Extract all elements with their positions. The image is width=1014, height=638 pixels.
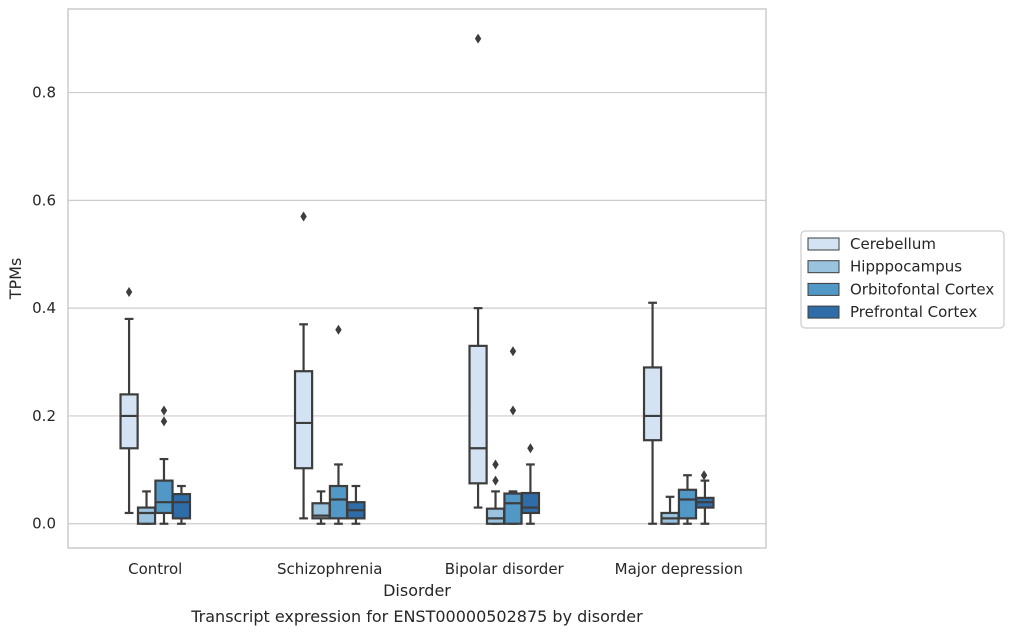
box-body xyxy=(328,484,349,520)
outlier-point xyxy=(492,459,499,470)
x-tick-label: Schizophrenia xyxy=(277,560,382,578)
box-group xyxy=(677,474,698,525)
box-group xyxy=(485,459,506,525)
box-group xyxy=(346,484,366,525)
y-axis-ticks: 0.0 0.2 0.4 0.6 0.8 xyxy=(32,84,56,533)
box-body xyxy=(520,491,541,515)
legend-item: Hipppocampus xyxy=(807,258,962,276)
y-tick-label: 0.2 xyxy=(32,407,56,425)
outlier-point xyxy=(700,470,708,481)
box-group xyxy=(695,479,715,525)
x-tick-label: Control xyxy=(128,560,182,578)
x-tick-label: Major depression xyxy=(615,560,743,578)
x-axis-ticks: Control Schizophrenia Bipolar disorder Majo… xyxy=(128,560,743,578)
box-body xyxy=(293,370,314,470)
x-tick-label: Bipolar disorder xyxy=(445,560,565,578)
legend-swatch xyxy=(807,305,840,319)
outlier-point xyxy=(527,443,534,454)
legend-item: Orbitofontal Cortex xyxy=(807,280,994,298)
box-body xyxy=(136,506,157,525)
chart-caption: Transcript expression for ENST0000050287… xyxy=(190,607,643,626)
box-body xyxy=(119,393,139,450)
y-axis-title: TPMs xyxy=(6,258,25,301)
outlier-point xyxy=(160,405,168,416)
box-group xyxy=(503,346,523,525)
outlier-point xyxy=(509,346,517,357)
legend-swatch xyxy=(807,282,840,296)
box-body xyxy=(468,344,488,485)
box-group xyxy=(520,443,541,525)
legend-frame xyxy=(800,230,1005,329)
box-group xyxy=(171,484,192,525)
legend-swatch xyxy=(807,260,840,274)
y-tick-label: 0.8 xyxy=(32,84,56,102)
plot-frame xyxy=(67,8,767,549)
legend-label: Hipppocampus xyxy=(850,258,962,276)
box-group xyxy=(468,33,488,509)
box-group xyxy=(293,211,314,520)
box-group xyxy=(119,286,139,515)
box-group xyxy=(136,490,157,525)
y-tick-label: 0.4 xyxy=(32,299,56,317)
legend-item: Cerebellum xyxy=(807,235,936,253)
legend: Cerebellum Hipppocampus Orbitofontal Corte… xyxy=(800,230,1005,329)
outlier-point xyxy=(474,33,482,44)
box-body xyxy=(503,492,523,525)
outlier-point xyxy=(160,416,168,427)
box-group xyxy=(311,490,331,525)
box-group xyxy=(328,324,349,525)
outlier-point xyxy=(335,324,342,335)
box-body xyxy=(485,507,506,525)
box-group xyxy=(660,495,680,525)
box-body xyxy=(677,488,698,520)
legend-label: Cerebellum xyxy=(850,235,936,253)
box-group xyxy=(642,301,663,525)
outlier-point xyxy=(125,286,133,297)
outlier-point xyxy=(492,475,499,486)
box-body xyxy=(154,479,174,515)
grid-lines xyxy=(68,91,766,525)
x-axis-title: Disorder xyxy=(383,581,451,600)
y-tick-label: 0.0 xyxy=(32,515,56,533)
outlier-point xyxy=(300,211,307,222)
box-body xyxy=(642,366,663,442)
outlier-point xyxy=(509,405,517,416)
legend-swatch xyxy=(807,237,840,251)
legend-label: Orbitofontal Cortex xyxy=(850,280,994,298)
legend-item: Prefrontal Cortex xyxy=(807,303,977,321)
legend-label: Prefrontal Cortex xyxy=(850,303,977,321)
box-body xyxy=(171,493,192,520)
boxes xyxy=(119,33,715,525)
y-tick-label: 0.6 xyxy=(32,191,56,209)
box-group xyxy=(154,405,174,525)
